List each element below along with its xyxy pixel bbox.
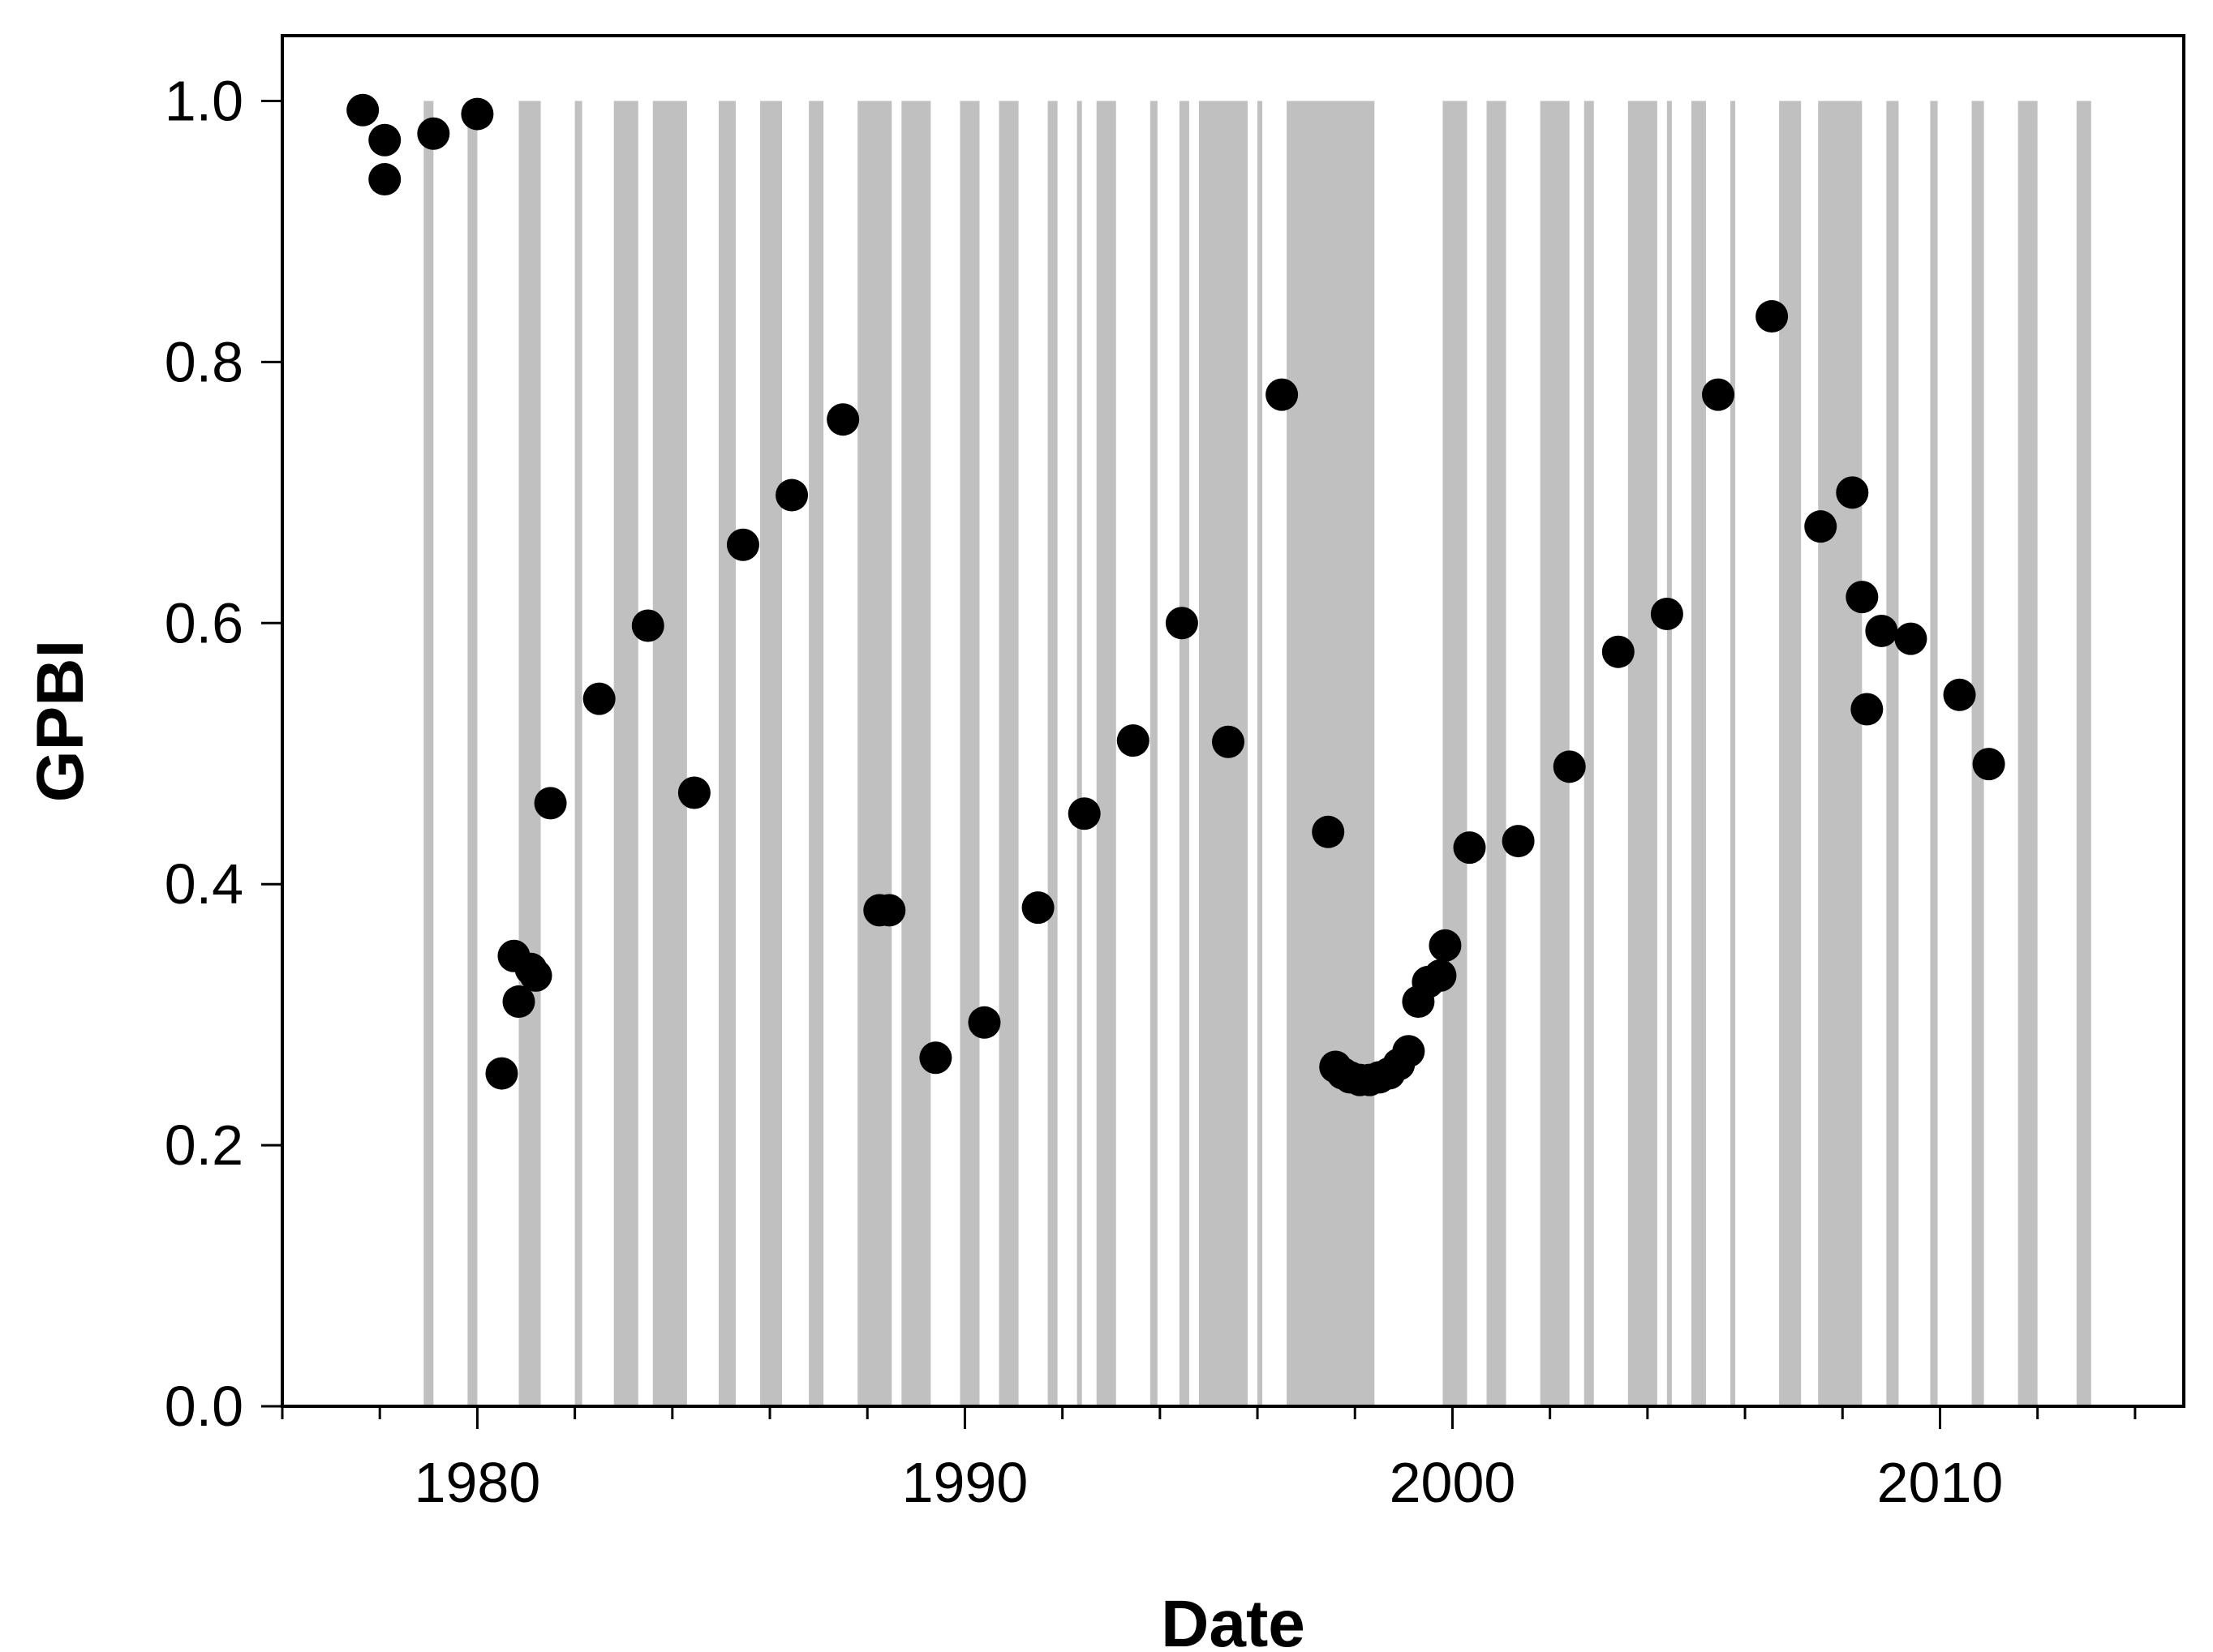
shaded-band	[1179, 101, 1189, 1406]
shaded-band	[1442, 101, 1467, 1406]
shaded-band	[518, 101, 541, 1406]
data-point	[485, 1057, 518, 1090]
x-axis-title: Date	[1161, 1587, 1305, 1652]
data-point	[1650, 598, 1683, 631]
x-tick-label: 1990	[902, 1451, 1029, 1514]
y-axis-title: GPBI	[24, 640, 97, 802]
data-point	[1021, 891, 1055, 925]
data-point	[1502, 825, 1535, 858]
shaded-band	[1818, 101, 1863, 1406]
shaded-band	[1930, 101, 1938, 1406]
data-point	[368, 163, 402, 196]
data-point	[1553, 750, 1586, 783]
shaded-band	[1047, 101, 1058, 1406]
data-point	[1943, 678, 1976, 711]
data-point	[1702, 378, 1735, 411]
data-point	[417, 117, 450, 150]
data-point	[677, 776, 711, 809]
data-point	[1865, 614, 1898, 647]
shaded-band	[652, 101, 687, 1406]
data-point	[1836, 476, 1869, 509]
shaded-band	[1691, 101, 1706, 1406]
data-point	[346, 93, 380, 127]
shaded-band	[718, 101, 736, 1406]
shaded-band	[423, 101, 434, 1406]
y-tick-label: 0.8	[165, 330, 243, 393]
data-point	[1755, 300, 1789, 333]
shaded-band	[1886, 101, 1899, 1406]
shaded-band	[2017, 101, 2038, 1406]
data-point	[582, 682, 616, 715]
x-tick-label: 1980	[415, 1451, 541, 1514]
data-point	[873, 894, 906, 927]
data-point	[519, 959, 552, 992]
data-points	[346, 93, 2005, 1096]
x-tick-label: 2010	[1877, 1451, 2004, 1514]
shaded-bands	[423, 101, 2091, 1406]
shaded-band	[960, 101, 980, 1406]
data-point	[1424, 959, 1457, 992]
shaded-band	[1257, 101, 1263, 1406]
shaded-band	[1096, 101, 1116, 1406]
shaded-band	[1583, 101, 1594, 1406]
data-point	[631, 609, 664, 642]
data-point	[502, 985, 535, 1019]
shaded-band	[1486, 101, 1506, 1406]
y-tick-label: 0.0	[165, 1375, 243, 1438]
shaded-band	[999, 101, 1019, 1406]
shaded-band	[1149, 101, 1158, 1406]
data-point	[1392, 1035, 1425, 1068]
data-point	[726, 528, 759, 561]
data-point	[368, 123, 402, 157]
data-point	[1846, 581, 1879, 614]
data-point	[1165, 607, 1198, 640]
shaded-band	[2076, 101, 2091, 1406]
data-point	[919, 1041, 952, 1075]
shaded-band	[1666, 101, 1672, 1406]
data-point	[1116, 724, 1149, 757]
data-point	[1211, 725, 1244, 758]
data-point	[1312, 815, 1345, 848]
data-point	[1972, 748, 2005, 781]
shaded-band	[1076, 101, 1082, 1406]
shaded-band	[613, 101, 638, 1406]
shaded-band	[467, 101, 478, 1406]
y-tick-label: 0.2	[165, 1113, 243, 1177]
shaded-band	[857, 101, 892, 1406]
y-axis-ticks: 0.0 0.2 0.4 0.6 0.8 1.0	[165, 69, 282, 1438]
data-point	[534, 787, 567, 820]
shaded-band	[1730, 101, 1736, 1406]
y-tick-label: 1.0	[165, 69, 243, 132]
data-point	[1429, 929, 1462, 962]
data-point	[1601, 635, 1635, 668]
plot-frame	[281, 34, 2185, 1408]
data-point	[1850, 693, 1884, 726]
shaded-band	[901, 101, 931, 1406]
x-axis-ticks: 1980 1990 2000 2010	[281, 1406, 2137, 1514]
x-tick-label: 2000	[1390, 1451, 1516, 1514]
data-point	[461, 97, 494, 131]
data-point	[1894, 622, 1927, 655]
shaded-band	[1779, 101, 1802, 1406]
data-point	[1453, 831, 1486, 865]
shaded-band	[574, 101, 582, 1406]
data-point	[1804, 510, 1837, 543]
data-point	[968, 1006, 1001, 1039]
y-tick-label: 0.4	[165, 852, 243, 916]
y-tick-label: 0.6	[165, 591, 243, 654]
data-point	[1068, 797, 1101, 830]
shaded-band	[809, 101, 824, 1406]
data-point	[1265, 378, 1299, 411]
shaded-band	[1287, 101, 1375, 1406]
data-point	[827, 403, 860, 436]
shaded-band	[1627, 101, 1657, 1406]
data-point	[776, 478, 809, 512]
shaded-band	[760, 101, 783, 1406]
